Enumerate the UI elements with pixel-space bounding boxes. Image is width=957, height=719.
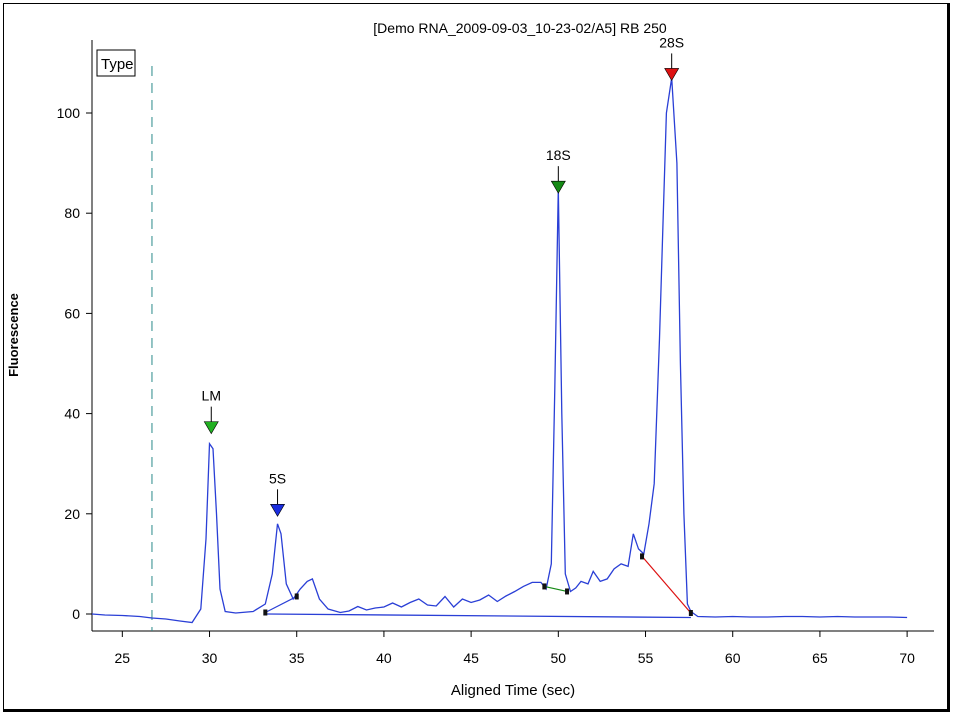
baseline-endpoint xyxy=(542,583,547,590)
peak-baseline xyxy=(265,595,297,614)
y-tick-label: 60 xyxy=(64,305,80,321)
x-tick-label: 60 xyxy=(725,650,741,666)
peak-marker-triangle xyxy=(550,180,566,194)
x-tick-label: 25 xyxy=(115,650,131,666)
legend-frame xyxy=(96,49,136,77)
peak-label: 5S xyxy=(269,470,286,486)
baseline-endpoint xyxy=(263,609,268,616)
peak-baseline xyxy=(641,555,692,614)
baseline-endpoint xyxy=(640,553,645,560)
baseline-endpoint xyxy=(565,588,570,595)
peak-label: 28S xyxy=(659,34,684,50)
series-group xyxy=(91,77,908,624)
peak-baseline xyxy=(544,585,568,593)
series-line xyxy=(267,613,691,619)
y-tick-label: 80 xyxy=(64,205,80,221)
x-tick-label: 35 xyxy=(289,650,305,666)
baseline-endpoint xyxy=(688,609,693,616)
x-tick-label: 55 xyxy=(638,650,654,666)
x-tick-label: 50 xyxy=(551,650,567,666)
x-tick-label: 70 xyxy=(899,650,915,666)
series-line xyxy=(91,77,908,624)
x-axis-label: Aligned Time (sec) xyxy=(451,682,575,699)
peak-marker-triangle xyxy=(664,68,680,82)
baseline-endpoint xyxy=(294,593,299,600)
x-tick-label: 45 xyxy=(463,650,479,666)
legend-box: Type xyxy=(96,49,136,77)
y-tick-label: 0 xyxy=(72,606,80,622)
peak-baselines xyxy=(263,553,693,616)
x-ticks: 25 30 35 40 45 50 55 60 65 70 xyxy=(115,631,915,666)
y-tick-label: 100 xyxy=(57,105,81,121)
peak-label: LM xyxy=(202,388,221,404)
y-tick-label: 40 xyxy=(64,406,80,422)
peak-marker-triangle xyxy=(270,503,286,517)
y-axis-label: Fluorescence xyxy=(6,293,21,377)
peak-markers: LM 5S 18S 28S xyxy=(202,34,684,517)
x-tick-label: 30 xyxy=(202,650,218,666)
y-tick-label: 20 xyxy=(64,506,80,522)
plot-area xyxy=(91,40,934,632)
x-tick-label: 40 xyxy=(376,650,392,666)
chart-frame xyxy=(3,3,950,712)
legend-text: Type xyxy=(101,56,134,73)
peak-label: 18S xyxy=(546,147,571,163)
chart-title: [Demo RNA_2009-09-03_10-23-02/A5] RB 250 xyxy=(373,20,667,36)
y-ticks: 0 20 40 60 80 100 xyxy=(57,105,92,622)
x-tick-label: 65 xyxy=(812,650,828,666)
peak-marker-triangle xyxy=(203,421,219,435)
